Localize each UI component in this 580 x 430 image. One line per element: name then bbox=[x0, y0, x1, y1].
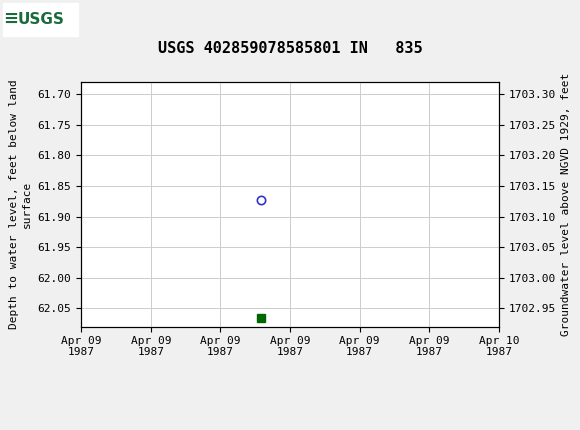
Y-axis label: Depth to water level, feet below land
surface: Depth to water level, feet below land su… bbox=[9, 80, 32, 329]
Text: USGS: USGS bbox=[17, 12, 64, 27]
Text: ≡: ≡ bbox=[3, 10, 18, 28]
Y-axis label: Groundwater level above NGVD 1929, feet: Groundwater level above NGVD 1929, feet bbox=[561, 73, 571, 336]
Text: USGS 402859078585801 IN   835: USGS 402859078585801 IN 835 bbox=[158, 41, 422, 56]
FancyBboxPatch shape bbox=[3, 3, 78, 36]
